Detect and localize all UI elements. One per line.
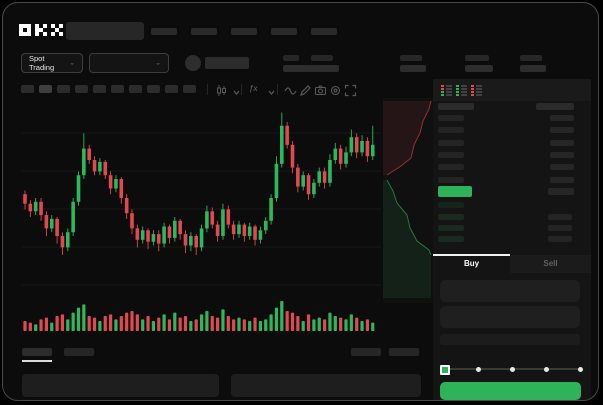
divider	[241, 84, 242, 95]
wave-icon[interactable]	[284, 84, 297, 97]
bid-price-placeholder[interactable]	[438, 202, 464, 208]
timeframe-button[interactable]	[75, 85, 88, 93]
timeframe-button[interactable]	[21, 85, 34, 93]
timeframe-button[interactable]	[129, 85, 142, 93]
stat-value-placeholder	[311, 65, 339, 72]
bottom-panel-left	[22, 374, 219, 397]
stat-label-placeholder	[283, 55, 299, 61]
ask-amount-placeholder	[550, 127, 574, 134]
ask-amount-placeholder	[550, 164, 574, 171]
stat-value-placeholder	[520, 65, 546, 72]
tab-sell-label: Sell	[543, 259, 558, 268]
pair-selector-dropdown[interactable]: ⌄	[89, 53, 169, 73]
tab-sell[interactable]	[510, 255, 591, 273]
timeframe-bar	[21, 85, 196, 93]
market-type-dropdown[interactable]: Spot Trading ⌄	[21, 53, 83, 73]
market-type-label: Spot Trading	[29, 54, 55, 72]
stat-label-placeholder	[311, 55, 333, 61]
book-both-icon[interactable]	[440, 84, 453, 97]
timeframe-button[interactable]	[93, 85, 106, 93]
ask-amount-placeholder	[550, 151, 574, 158]
stat-label-placeholder	[520, 55, 542, 61]
chevron-down-icon: ⌄	[69, 60, 75, 66]
nav-item-placeholder[interactable]	[151, 28, 177, 35]
ask-price-placeholder[interactable]	[438, 151, 464, 158]
ask-amount-placeholder	[550, 176, 574, 183]
stat-value-placeholder	[283, 65, 313, 72]
nav-item-placeholder[interactable]	[231, 28, 257, 35]
bottom-active-tab-underline	[22, 360, 52, 362]
nav-item-placeholder[interactable]	[311, 28, 337, 35]
pair-name-placeholder	[205, 57, 249, 69]
bid-price-placeholder[interactable]	[438, 236, 464, 242]
fullscreen-icon[interactable]	[344, 84, 357, 97]
book-bids-icon[interactable]	[455, 84, 468, 97]
amount-field[interactable]	[440, 306, 580, 328]
divider	[207, 84, 208, 95]
ask-price-placeholder[interactable]	[438, 115, 464, 121]
chevron-down-icon[interactable]	[265, 86, 278, 99]
slider-stop[interactable]	[578, 366, 583, 372]
bid-price-placeholder[interactable]	[438, 225, 464, 231]
pencil-icon[interactable]	[299, 84, 312, 97]
nav-item-placeholder[interactable]	[191, 28, 217, 35]
stat-label-placeholder	[465, 55, 489, 61]
bid-price-placeholder[interactable]	[438, 214, 464, 220]
price-field[interactable]	[440, 280, 580, 302]
main-nav	[151, 28, 337, 35]
search-input[interactable]	[66, 22, 144, 40]
bottom-link-2[interactable]	[389, 348, 419, 356]
slider-stop[interactable]	[476, 366, 481, 372]
bottom-tab-orders[interactable]	[22, 348, 52, 356]
timeframe-button[interactable]	[57, 85, 70, 93]
bid-amount-placeholder	[548, 236, 572, 242]
divider	[277, 84, 278, 95]
slider-stop[interactable]	[544, 366, 549, 372]
bottom-link-1[interactable]	[351, 348, 381, 356]
total-field[interactable]	[440, 334, 580, 345]
bottom-panel-right	[231, 374, 421, 397]
bid-amount-placeholder	[548, 225, 572, 231]
depth-chart	[383, 98, 433, 303]
okx-logo[interactable]	[19, 23, 65, 38]
book-asks-icon[interactable]	[470, 84, 483, 97]
orderbook-row-value	[548, 188, 574, 195]
timeframe-button[interactable]	[147, 85, 160, 93]
orderbook-price-header	[438, 103, 474, 110]
nav-item-placeholder[interactable]	[271, 28, 297, 35]
active-tab-indicator	[433, 254, 510, 256]
camera-icon[interactable]	[314, 84, 327, 97]
slider-stop[interactable]	[510, 366, 515, 372]
stat-label-placeholder	[400, 55, 422, 61]
tab-buy-label: Buy	[463, 259, 480, 268]
chevron-down-icon[interactable]	[230, 86, 243, 99]
indicator-icon[interactable]: ƒx	[249, 84, 258, 93]
timeframe-button[interactable]	[111, 85, 124, 93]
settings-icon[interactable]	[329, 84, 342, 97]
candlestick-chart[interactable]	[3, 3, 599, 401]
slider-handle[interactable]	[440, 365, 450, 375]
bottom-tab-history[interactable]	[64, 348, 94, 356]
bid-amount-placeholder	[548, 214, 572, 220]
timeframe-button[interactable]	[183, 85, 196, 93]
stat-value-placeholder	[400, 65, 426, 72]
app-window: Spot Trading ⌄ ⌄ ƒx	[2, 2, 599, 401]
candle-type-icon[interactable]	[215, 84, 228, 97]
ask-price-placeholder[interactable]	[438, 176, 464, 183]
ask-price-placeholder[interactable]	[438, 127, 464, 134]
orderbook-amount-header	[536, 103, 574, 110]
timeframe-button[interactable]	[39, 85, 52, 93]
ask-price-placeholder[interactable]	[438, 139, 464, 146]
timeframe-button[interactable]	[165, 85, 178, 93]
last-price-badge[interactable]	[438, 186, 472, 197]
ask-amount-placeholder	[550, 115, 574, 121]
ask-amount-placeholder	[550, 139, 574, 146]
coin-avatar	[185, 55, 201, 71]
stat-value-placeholder	[465, 65, 493, 72]
chevron-down-icon: ⌄	[155, 60, 161, 66]
ask-price-placeholder[interactable]	[438, 164, 464, 171]
buy-submit-button[interactable]	[440, 382, 581, 400]
